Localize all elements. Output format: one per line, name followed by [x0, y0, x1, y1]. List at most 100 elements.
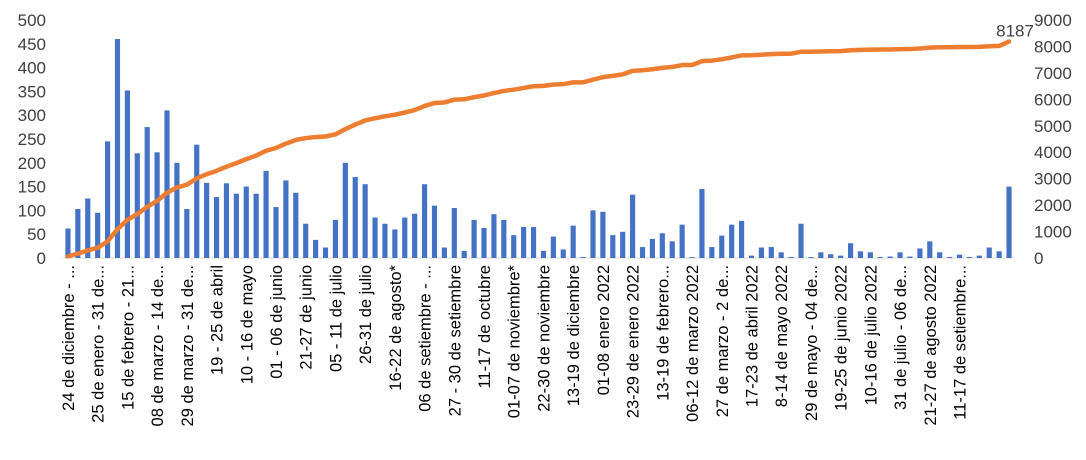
bar — [471, 219, 477, 258]
bar — [689, 257, 695, 258]
bar — [243, 186, 249, 258]
x-tick-label: 24 de diciembre - ... — [60, 265, 78, 411]
left-tick-label: 200 — [18, 154, 46, 173]
x-tick-label: 01 - 06 de junio — [268, 265, 286, 379]
bar — [154, 152, 160, 258]
bar — [610, 235, 616, 258]
right-tick-label: 4000 — [1034, 143, 1072, 162]
bar — [422, 184, 428, 258]
bar — [332, 219, 338, 258]
x-tick-label: 08 de marzo - 14 de... — [149, 265, 167, 426]
bar — [877, 257, 883, 258]
bar — [461, 250, 467, 258]
bar — [768, 247, 774, 258]
x-tick-label: 10 - 16 de mayo — [238, 265, 256, 384]
bar — [521, 227, 527, 258]
bar — [986, 247, 992, 258]
bar-series — [65, 39, 1012, 258]
bar — [194, 144, 200, 258]
x-tick-label: 31 de julio - 06 de... — [892, 265, 910, 410]
bar — [540, 250, 547, 258]
bar — [748, 255, 755, 258]
bar — [580, 257, 586, 258]
bar — [927, 241, 933, 258]
x-tick-label: 23-29 de enero 2022 — [625, 265, 643, 418]
right-tick-label: 9000 — [1034, 11, 1072, 30]
bar — [174, 162, 180, 258]
bar — [976, 255, 982, 258]
x-tick-label: 13-19 de febrero... — [654, 265, 672, 401]
left-tick-label: 350 — [18, 82, 46, 101]
data-labels: 8187 — [996, 21, 1034, 40]
bar — [204, 182, 210, 258]
x-tick-label: 25 de enero - 31 de... — [90, 265, 108, 423]
left-tick-label: 50 — [27, 225, 46, 244]
right-tick-label: 8000 — [1034, 37, 1072, 56]
x-tick-label: 15 de febrero - 21... — [119, 265, 137, 410]
x-tick-label: 01-07 de noviembre* — [506, 264, 524, 418]
bar — [620, 231, 626, 258]
bar — [124, 90, 130, 258]
bar — [937, 252, 943, 258]
bar — [273, 207, 279, 258]
bar — [372, 217, 378, 258]
right-tick-label: 5000 — [1034, 117, 1072, 136]
bar — [630, 194, 636, 258]
x-tick-label: 19 - 25 de abril — [209, 265, 227, 375]
bar — [223, 183, 230, 258]
x-tick-label: 26-31 de julio — [357, 265, 375, 364]
x-tick-label: 22-30 de noviembre — [535, 265, 553, 412]
left-tick-label: 0 — [37, 249, 46, 268]
x-tick-label: 11-17 de octubre — [476, 265, 494, 389]
bar — [322, 247, 329, 258]
bar — [857, 251, 864, 258]
bar — [947, 257, 953, 258]
bar — [412, 213, 418, 258]
bar — [659, 233, 665, 258]
left-tick-label: 450 — [18, 35, 46, 54]
x-tick-label: 01-08 enero 2022 — [595, 265, 613, 395]
bar — [382, 223, 388, 258]
bar — [818, 252, 824, 258]
bar — [838, 255, 844, 258]
bar — [164, 110, 170, 258]
bar — [956, 254, 963, 258]
bar — [362, 184, 368, 258]
cumulative-line — [65, 39, 1012, 259]
left-tick-label: 150 — [18, 178, 46, 197]
bar — [283, 180, 289, 258]
bar — [808, 257, 814, 258]
bar — [788, 257, 794, 258]
bar — [431, 205, 438, 258]
right-tick-label: 0 — [1034, 249, 1043, 268]
data-label: 8187 — [996, 21, 1034, 40]
x-tick-label: 29 de marzo - 31 de... — [179, 265, 197, 426]
bar — [600, 211, 606, 258]
bar — [95, 212, 101, 258]
bar — [352, 177, 358, 258]
bar — [996, 251, 1002, 258]
bar — [233, 193, 239, 258]
x-tick-label: 27 - 30 de setiembre — [446, 265, 464, 416]
bar — [75, 208, 81, 258]
right-tick-label: 2000 — [1034, 196, 1072, 215]
right-tick-label: 1000 — [1034, 223, 1072, 242]
bar — [263, 170, 269, 258]
bar — [679, 224, 685, 258]
bar — [293, 192, 299, 258]
x-tick-label: 19-25 de junio 2022 — [833, 265, 851, 411]
bar — [867, 252, 873, 258]
bar — [184, 208, 190, 258]
bar — [511, 235, 517, 258]
left-tick-label: 100 — [18, 201, 46, 220]
bar — [501, 219, 507, 258]
bar — [105, 141, 111, 258]
bar — [481, 228, 487, 258]
bar — [85, 198, 91, 258]
bar — [1006, 186, 1012, 258]
bar — [342, 162, 348, 258]
right-tick-label: 6000 — [1034, 90, 1072, 109]
x-tick-label: 8-14 de mayo 2022 — [773, 265, 791, 407]
bar — [313, 239, 319, 258]
